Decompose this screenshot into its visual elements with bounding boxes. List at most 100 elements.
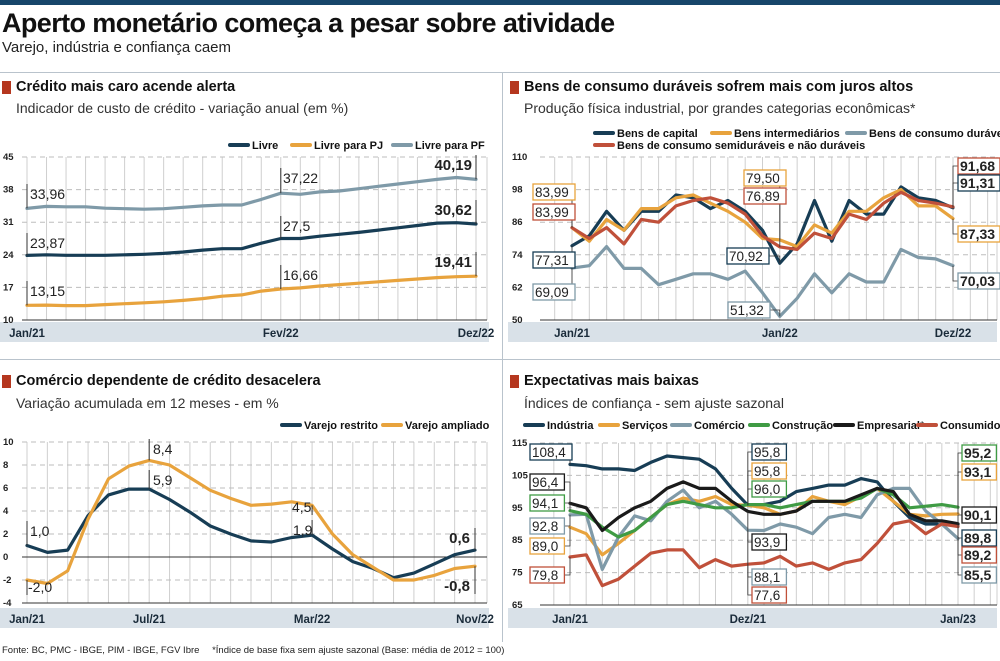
annotation-label: 1,0: [30, 523, 50, 539]
series-line-bens-intermedi-rios: [570, 188, 955, 249]
annotation-box: [751, 462, 788, 480]
annotation-label: 30,62: [434, 202, 472, 219]
legend-label: Varejo restrito: [304, 420, 378, 432]
annotation-box: [957, 272, 1000, 290]
annotation-label: 33,96: [30, 186, 65, 202]
y-tick-label: 4: [3, 506, 9, 517]
y-tick-label: -4: [3, 598, 12, 609]
y-tick-label: 10: [3, 315, 14, 326]
annotation-label: 93,1: [964, 464, 991, 480]
annotation-label: 88,1: [754, 570, 780, 585]
annotation-leader: [779, 177, 786, 240]
y-tick-label: 10: [3, 437, 14, 448]
series-line-bens-de-consumo-dur-veis: [570, 245, 955, 318]
y-tick-label: 38: [3, 185, 14, 196]
y-tick-label: 98: [512, 185, 523, 196]
footer: Fonte: BC, PMC - IBGE, PIM - IBGE, FGV I…: [2, 645, 504, 656]
series-line-livre-para-pf: [25, 175, 478, 211]
y-tick-label: 65: [512, 600, 523, 611]
annotation-leader: [564, 481, 571, 504]
annotation-label: 4,5: [292, 499, 312, 515]
annotation-leader: [952, 165, 958, 207]
y-tick-label: 115: [512, 438, 528, 449]
annotation-label: 1,9: [293, 522, 313, 538]
annotation-label: 79,50: [746, 171, 780, 186]
annotation-label: 108,4: [532, 445, 566, 460]
annotation-label: 79,8: [532, 568, 558, 583]
panel-title-industry: Bens de consumo duráveis sofrem mais com…: [510, 79, 913, 95]
x-axis-band: [0, 608, 489, 628]
annotation-box: [532, 251, 576, 269]
annotation-box: [532, 203, 576, 221]
annotation-label: 76,89: [746, 189, 780, 204]
legend-label: Bens intermediários: [734, 128, 840, 140]
annotation-label: 23,87: [30, 235, 65, 251]
annotation-box: [529, 537, 566, 555]
annotation-label: 94,1: [532, 496, 558, 511]
panel-title-confidence: Expectativas mais baixas: [510, 373, 699, 389]
annotation-label: 91,68: [960, 158, 995, 174]
annotation-box: [529, 566, 566, 584]
chart-3: 65 75 85 95 105 115 Jan/21 Dez/21 Jan/23 Indústri…: [508, 420, 1000, 628]
annotation-label: 89,2: [964, 547, 991, 563]
annotation-box: [743, 187, 787, 205]
y-tick-label: -2: [3, 575, 11, 586]
x-tick-label: Dez/22: [935, 328, 971, 340]
panel-title-credit: Crédito mais caro acende alerta: [2, 79, 235, 95]
annotation-label: 40,19: [434, 157, 472, 174]
y-tick-label: 24: [3, 250, 14, 261]
annotation-box: [957, 157, 1000, 175]
annotation-box: [961, 529, 998, 547]
x-tick-label: Dez/21: [730, 614, 767, 626]
annotation-label: 27,5: [283, 218, 310, 234]
annotation-box: [961, 506, 998, 524]
divider: [0, 359, 1000, 360]
annotation-box: [751, 568, 788, 586]
y-tick-label: 75: [512, 568, 523, 579]
y-tick-label: 50: [512, 315, 523, 326]
series-line-varejo-restrito: [25, 487, 477, 580]
annotation-box: [532, 283, 576, 301]
legend-label: Comércio: [694, 420, 745, 432]
y-tick-label: 105: [512, 470, 529, 481]
series-line-com-rcio: [568, 486, 960, 572]
legend-label: Bens de consumo semiduráveis e não duráv…: [617, 140, 865, 152]
annotation-leader: [747, 564, 752, 596]
annotation-box: [751, 533, 788, 551]
top-bar: [0, 0, 1000, 5]
annotation-box: [961, 444, 998, 462]
annotation-box: [961, 463, 998, 481]
annotation-box: [743, 169, 787, 187]
panel-subtitle-retail: Variação acumulada em 12 meses - em %: [16, 395, 279, 411]
divider: [0, 72, 1000, 73]
annotation-label: 93,9: [754, 535, 780, 550]
y-tick-label: 85: [512, 535, 523, 546]
x-tick-label: Mar/22: [294, 614, 330, 626]
annotation-box: [529, 494, 566, 512]
annotation-box: [529, 473, 566, 491]
y-tick-label: 31: [3, 217, 14, 228]
page-title: Aperto monetário começa a pesar sobre at…: [2, 8, 615, 38]
annotation-label: 70,92: [729, 249, 763, 264]
annotation-box: [957, 174, 1000, 192]
panel-subtitle-industry: Produção física industrial, por grandes …: [524, 100, 916, 116]
annotation-leader: [957, 514, 962, 524]
panel-subtitle-credit: Indicador de custo de crédito - variação…: [16, 100, 349, 116]
annotation-label: 89,0: [532, 539, 558, 554]
x-tick-label: Jan/21: [9, 614, 45, 626]
y-tick-label: 2: [3, 529, 8, 540]
x-tick-label: Fev/22: [263, 328, 299, 340]
legend-label: Varejo ampliado: [405, 420, 490, 432]
annotation-label: 0,6: [449, 530, 470, 547]
divider: [502, 72, 503, 642]
legend-label: Livre para PF: [415, 140, 485, 152]
x-tick-label: Jan/21: [554, 328, 590, 340]
x-tick-label: Jan/21: [9, 328, 45, 340]
annotation-box: [529, 517, 566, 535]
y-tick-label: 110: [512, 152, 527, 163]
annotation-label: 16,66: [283, 267, 318, 283]
annotation-label: -0,8: [444, 578, 470, 595]
annotation-label: 89,8: [964, 530, 991, 546]
panel-title-retail: Comércio dependente de crédito desaceler…: [2, 373, 321, 389]
